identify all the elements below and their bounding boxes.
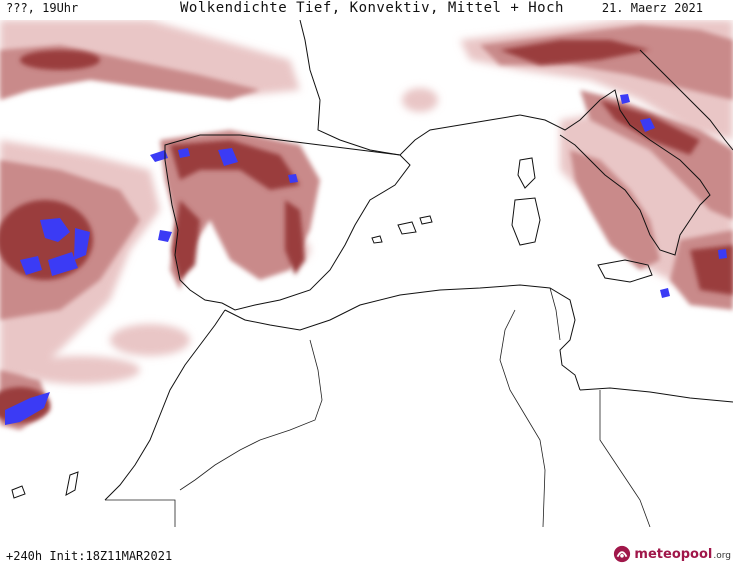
model-run-label: +240h Init:18Z11MAR2021 bbox=[6, 549, 173, 563]
meteopool-brand[interactable]: meteopool .org bbox=[613, 545, 731, 563]
brand-name: meteopool bbox=[634, 546, 713, 562]
map-title: Wolkendichte Tief, Konvektiv, Mittel + H… bbox=[180, 0, 564, 16]
convective-patches bbox=[5, 94, 727, 425]
cloud-cover-map bbox=[0, 20, 733, 527]
country-borders bbox=[105, 287, 651, 527]
map-header: ???, 19Uhr Wolkendichte Tief, Konvektiv,… bbox=[0, 0, 733, 20]
forecast-time-label: ???, 19Uhr bbox=[6, 1, 79, 15]
map-footer: +240h Init:18Z11MAR2021 meteopool .org bbox=[0, 527, 733, 566]
meteopool-logo-icon bbox=[614, 545, 631, 563]
forecast-date: 21. Maerz 2021 bbox=[601, 1, 703, 15]
coastlines bbox=[11, 20, 733, 501]
brand-tld: .org bbox=[713, 551, 731, 561]
